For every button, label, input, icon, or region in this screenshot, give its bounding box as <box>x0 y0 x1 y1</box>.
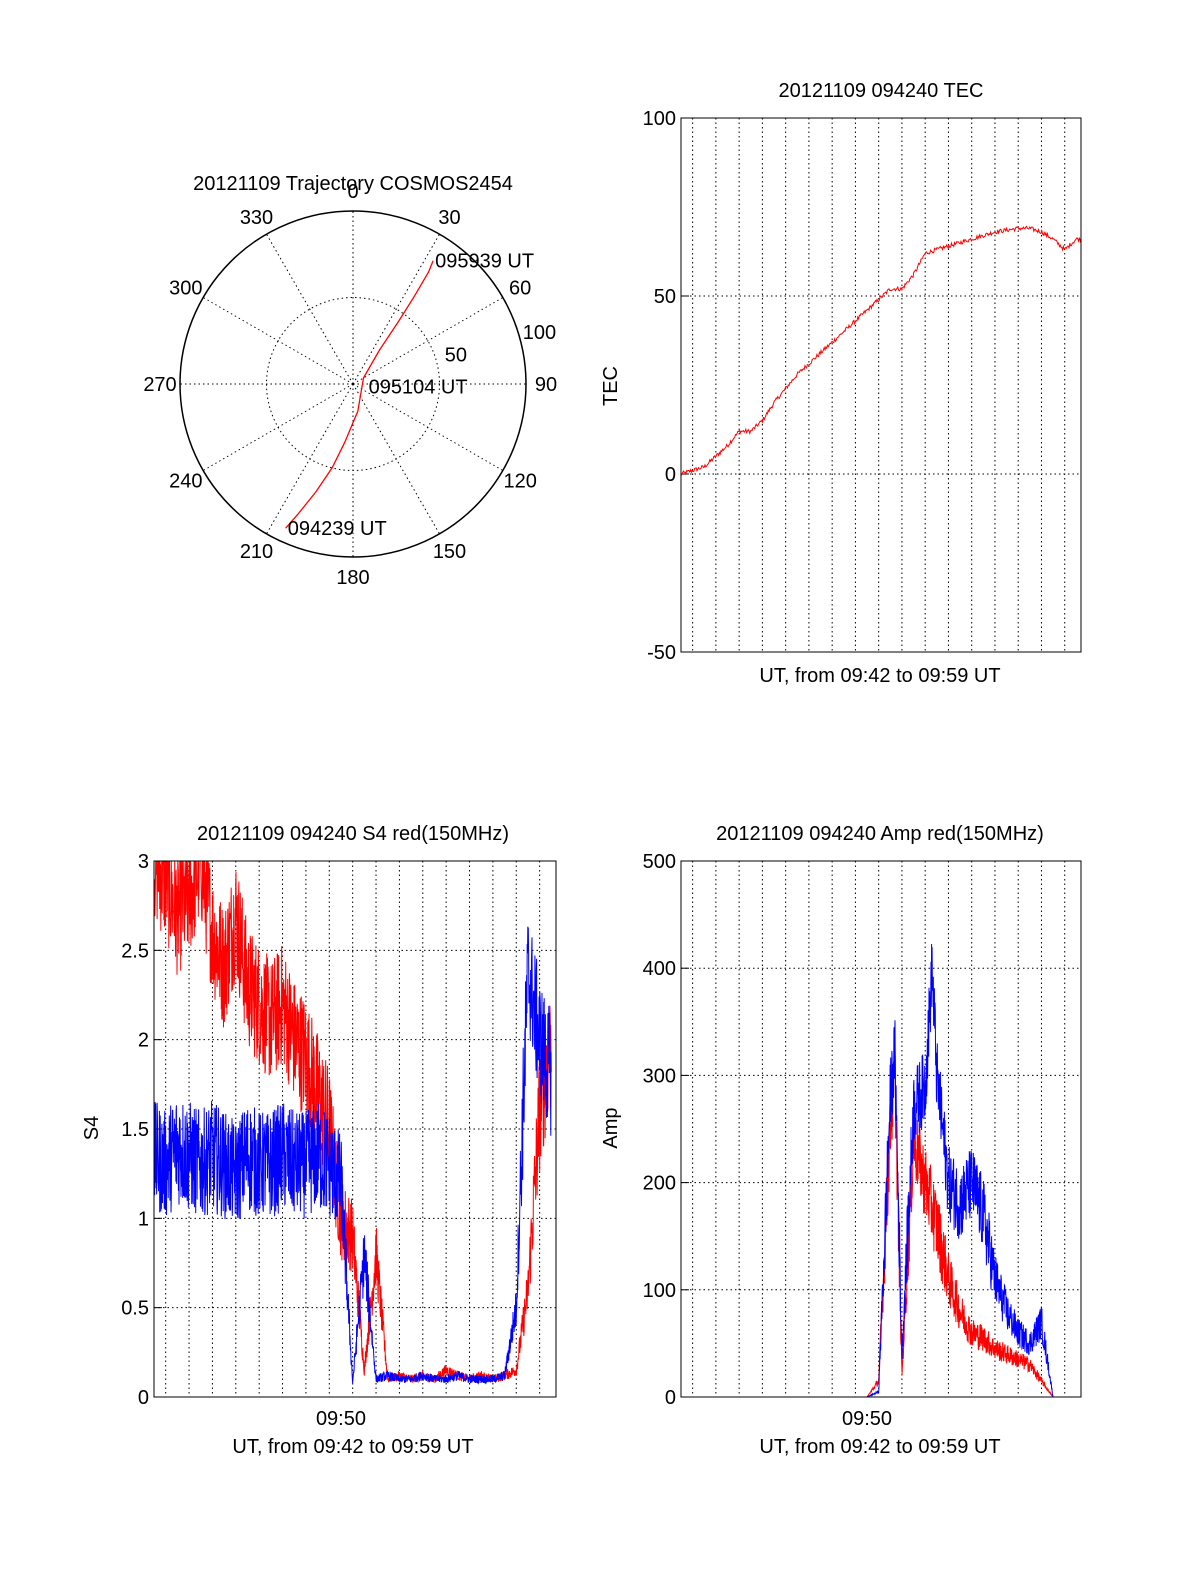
s4-y-tick-label: 1.5 <box>121 1119 149 1141</box>
trajectory-line <box>285 260 434 529</box>
polar-angle-tick-label: 120 <box>503 471 536 493</box>
amp-x-tick-label: 09:50 <box>842 1408 892 1430</box>
s4-series-line-1 <box>153 926 552 1385</box>
trajectory-title: 20121109 Trajectory COSMOS2454 <box>193 173 513 195</box>
amp-y-tick-label: 400 <box>643 958 676 980</box>
polar-spoke-300 <box>202 297 354 385</box>
amp-x-ticks: 09:50 <box>842 1408 892 1430</box>
tec-y-tick-label: 0 <box>665 464 676 486</box>
tec-xlabel: UT, from 09:42 to 09:59 UT <box>759 665 1000 687</box>
polar-angle-tick-label: 240 <box>169 471 202 493</box>
s4-x-tick-label: 09:50 <box>316 1408 366 1430</box>
tec-series-line-0 <box>680 225 1082 476</box>
polar-angle-tick-label: 90 <box>535 374 557 396</box>
s4-plot-frame <box>153 860 557 1398</box>
tec-chart: 20121109 094240 TEC TEC UT, from 09:42 t… <box>600 80 1082 687</box>
polar-outer-ring <box>179 210 527 558</box>
s4-y-tick-label: 3 <box>138 851 149 873</box>
polar-angle-tick-label: 0 <box>347 181 358 203</box>
tec-plot-frame <box>680 117 1082 653</box>
polar-spoke-60 <box>352 297 504 385</box>
amp-chart: 20121109 094240 Amp red(150MHz) Amp UT, … <box>600 823 1082 1458</box>
s4-series <box>153 860 552 1385</box>
amp-plot-frame <box>680 860 1082 1398</box>
tec-series <box>680 225 1082 476</box>
polar-angle-tick-label: 60 <box>509 278 531 300</box>
polar-spoke-240 <box>202 383 354 471</box>
amp-y-gridlines <box>681 967 1081 1291</box>
tec-y-tick-label: 100 <box>643 108 676 130</box>
trajectory-time-annotation: 094239 UT <box>288 518 387 540</box>
polar-radial-tick-label: 50 <box>445 344 467 366</box>
polar-angle-labels: 0 30 60 90 120 150 180 210 240 270 300 330 <box>143 181 557 589</box>
s4-y-tick-label: 2 <box>138 1030 149 1052</box>
s4-y-tick-label: 1 <box>138 1208 149 1230</box>
polar-spoke-30 <box>352 233 440 385</box>
tec-y-gridlines <box>681 295 1081 475</box>
amp-y-tick-label: 500 <box>643 851 676 873</box>
trajectory-time-annotation: 095939 UT <box>435 251 534 273</box>
polar-angle-tick-label: 300 <box>169 278 202 300</box>
amp-x-gridlines <box>692 861 1066 1397</box>
amp-y-tick-label: 200 <box>643 1173 676 1195</box>
polar-angle-tick-label: 30 <box>438 207 460 229</box>
trajectory-time-annotation: 095104 UT <box>369 376 468 398</box>
trajectory-series <box>285 260 434 529</box>
s4-title: 20121109 094240 S4 red(150MHz) <box>197 823 509 845</box>
s4-chart: 20121109 094240 S4 red(150MHz) S4 UT, fr… <box>81 823 557 1458</box>
amp-y-ticks: 500 400 300 200 100 0 <box>643 851 689 1409</box>
polar-radial-labels: 50 100 <box>445 322 556 366</box>
amp-series-line-1 <box>681 943 1081 1398</box>
amp-title: 20121109 094240 Amp red(150MHz) <box>716 823 1044 845</box>
tec-y-tick-label: -50 <box>647 642 676 664</box>
tec-ylabel: TEC <box>600 366 622 406</box>
s4-y-tick-label: 0.5 <box>121 1298 149 1320</box>
polar-spoke-210 <box>266 383 354 535</box>
tec-y-ticks: 100 50 0 -50 <box>643 108 689 664</box>
polar-angle-tick-label: 150 <box>433 541 466 563</box>
amp-y-tick-label: 100 <box>643 1280 676 1302</box>
amp-y-tick-label: 0 <box>665 1387 676 1409</box>
s4-x-ticks: 09:50 <box>316 1408 366 1430</box>
polar-radial-tick-label: 100 <box>523 322 556 344</box>
s4-y-tick-label: 2.5 <box>121 940 149 962</box>
polar-angle-tick-label: 180 <box>336 567 369 589</box>
polar-spoke-330 <box>266 233 354 385</box>
polar-spoke-120 <box>352 383 504 471</box>
amp-xlabel: UT, from 09:42 to 09:59 UT <box>759 1436 1000 1458</box>
tec-title: 20121109 094240 TEC <box>779 80 984 102</box>
amp-ylabel: Amp <box>600 1107 622 1148</box>
polar-angle-tick-label: 330 <box>240 207 273 229</box>
s4-xlabel: UT, from 09:42 to 09:59 UT <box>232 1436 473 1458</box>
polar-angle-tick-label: 210 <box>240 541 273 563</box>
trajectory-chart: 20121109 Trajectory COSMOS2454 0 30 60 90 12… <box>143 173 557 589</box>
trajectory-annotations: 094239 UT 095104 UT 095939 UT <box>288 251 534 541</box>
polar-angle-tick-label: 270 <box>143 374 176 396</box>
amp-y-tick-label: 300 <box>643 1065 676 1087</box>
tec-x-gridlines <box>692 118 1066 652</box>
s4-ylabel: S4 <box>81 1116 103 1140</box>
polar-grid <box>179 210 527 558</box>
polar-spoke-150 <box>352 383 440 535</box>
amp-series <box>681 943 1081 1398</box>
s4-y-tick-label: 0 <box>138 1387 149 1409</box>
tec-y-tick-label: 50 <box>654 286 676 308</box>
